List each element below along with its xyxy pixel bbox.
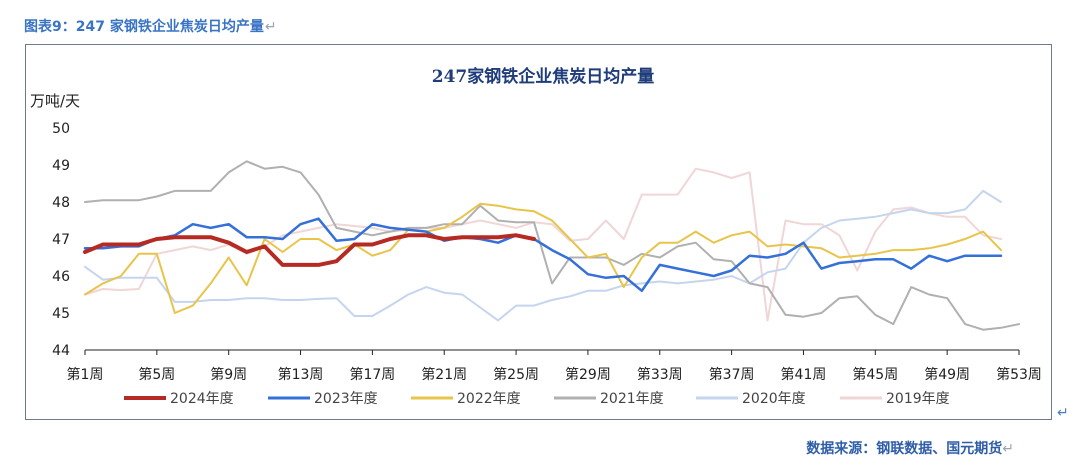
y-tick-label: 49 [52,158,70,174]
x-tick-label: 第33周 [637,366,683,383]
x-tick-label: 第49周 [924,366,970,383]
figure-caption: 图表9：247 家钢铁企业焦炭日均产量↵ [24,16,277,36]
x-tick-label: 第45周 [852,366,898,383]
x-tick-label: 第5周 [138,366,175,383]
y-tick-label: 44 [52,343,70,359]
series-line-2020年度 [84,189,1002,322]
y-tick-label: 48 [52,195,70,211]
x-tick-label: 第53周 [996,366,1042,383]
source-note: 数据来源：钢联数据、国元期货↵ [806,438,1014,458]
y-axis-unit-label: 万吨/天 [30,92,80,110]
series-line-2021年度 [84,160,1020,331]
legend-label-2022年度: 2022年度 [457,391,521,407]
x-tick-label: 第41周 [781,366,827,383]
chart-frame [25,44,1052,420]
x-tick-label: 第25周 [493,366,539,383]
legend-label-2020年度: 2020年度 [742,391,806,407]
x-tick-label: 第13周 [278,366,324,383]
legend-label-2024年度: 2024年度 [170,391,234,407]
source-text: 数据来源：钢联数据、国元期货 [806,441,1003,457]
series-lines [83,160,1020,331]
x-tick-label: 第29周 [565,366,611,383]
y-tick-label: 47 [52,232,70,248]
legend: 2024年度 2023年度 2022年度 2021年度 2020年度 2019年度 [124,391,950,407]
x-tick-label: 第17周 [349,366,395,383]
legend-label-2019年度: 2019年度 [886,391,950,407]
x-tick-label: 第9周 [210,366,247,383]
figure-caption-text: 图表9：247 家钢铁企业焦炭日均产量 [24,19,264,35]
y-tick-label: 46 [52,269,70,285]
x-axis: 第1周 第5周 第9周 第13周 第17周 第21周 第25周 第29周 第33周 第37周 第41… [67,349,1042,383]
legend-label-2021年度: 2021年度 [600,391,664,407]
series-line-2022年度 [84,202,1002,314]
y-axis-ticks: 44 45 46 47 48 49 50 [52,121,70,359]
y-tick-label: 50 [52,121,70,137]
y-tick-label: 45 [52,306,70,322]
x-tick-label: 第21周 [421,366,467,383]
return-icon: ↵ [1057,405,1069,421]
legend-label-2023年度: 2023年度 [314,391,378,407]
return-icon: ↵ [264,19,277,35]
series-line-2023年度 [83,217,1003,293]
series-line-2024年度 [83,233,536,267]
chart-title: 247家钢铁企业焦炭日均产量 [432,66,655,87]
return-icon: ↵ [1002,441,1014,457]
x-tick-label: 第37周 [709,366,755,383]
x-tick-label: 第1周 [67,366,104,383]
